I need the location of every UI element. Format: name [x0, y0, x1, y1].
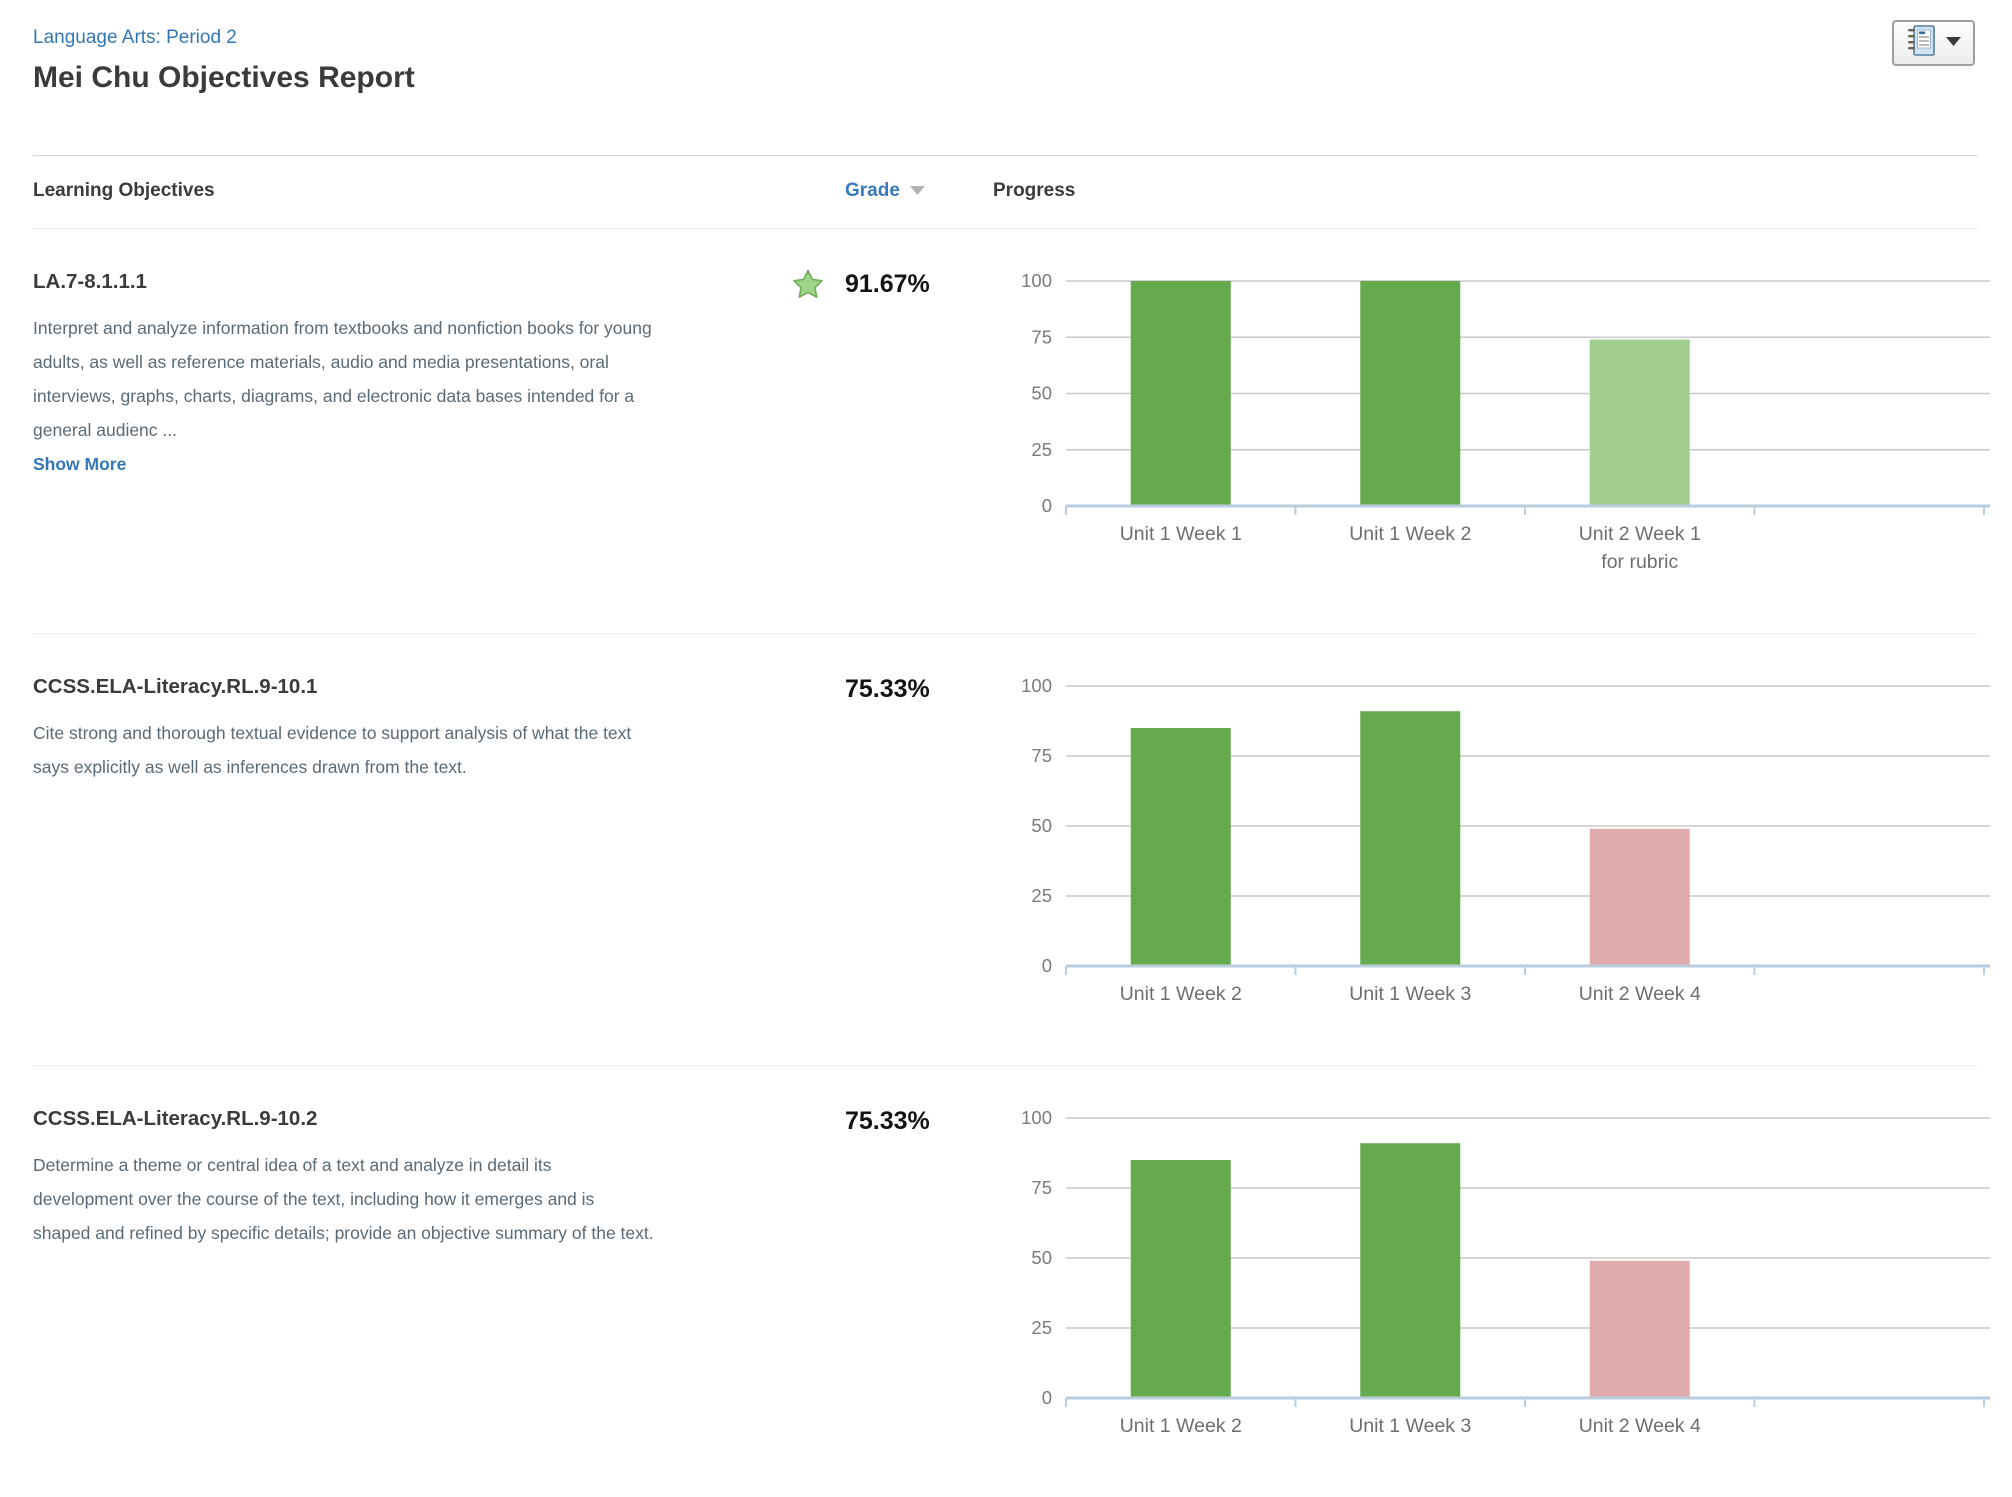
svg-text:Unit 1 Week 2: Unit 1 Week 2	[1349, 523, 1471, 545]
objective-description: Interpret and analyze information from t…	[33, 318, 652, 440]
grade-value: 75.33%	[845, 1106, 930, 1135]
svg-text:75: 75	[1031, 326, 1052, 347]
objective-row: CCSS.ELA-Literacy.RL.9-10.1 Cite strong …	[33, 634, 1990, 1066]
table-header-row: Learning Objectives Grade Progress	[33, 155, 1978, 229]
svg-text:25: 25	[1031, 885, 1052, 906]
svg-text:50: 50	[1031, 383, 1052, 404]
objective-code: CCSS.ELA-Literacy.RL.9-10.2	[33, 1107, 318, 1130]
objective-description: Determine a theme or central idea of a t…	[33, 1155, 654, 1243]
svg-text:100: 100	[1021, 270, 1052, 291]
svg-text:0: 0	[1042, 495, 1052, 516]
objective-info: LA.7-8.1.1.1 Interpret and analyze infor…	[33, 269, 793, 583]
show-more-link[interactable]: Show More	[33, 454, 127, 474]
svg-text:Unit 2 Week 1: Unit 2 Week 1	[1579, 523, 1701, 545]
column-header-grade-sort[interactable]: Grade	[793, 180, 993, 202]
svg-text:Unit 1 Week 2: Unit 1 Week 2	[1120, 983, 1242, 1005]
objective-description: Cite strong and thorough textual evidenc…	[33, 723, 632, 777]
gradebook-notebook-icon	[1907, 24, 1935, 63]
sort-caret-down-icon	[909, 180, 925, 202]
grade-cell: 91.67%	[793, 269, 993, 299]
objectives-table: Learning Objectives Grade Progress LA.7-…	[33, 155, 1990, 1497]
svg-text:for rubric: for rubric	[1601, 551, 1678, 573]
svg-text:50: 50	[1031, 1247, 1052, 1268]
mastery-star-icon	[793, 269, 823, 299]
objective-info: CCSS.ELA-Literacy.RL.9-10.2 Determine a …	[33, 1106, 793, 1447]
page-title: Mei Chu Objectives Report	[33, 61, 415, 94]
svg-text:0: 0	[1042, 1387, 1052, 1408]
svg-text:100: 100	[1021, 675, 1052, 696]
svg-text:Unit 1 Week 3: Unit 1 Week 3	[1349, 1415, 1471, 1437]
objective-row: LA.7-8.1.1.1 Interpret and analyze infor…	[33, 229, 1990, 634]
objective-code: CCSS.ELA-Literacy.RL.9-10.1	[33, 675, 318, 698]
caret-down-icon	[1945, 34, 1961, 52]
svg-text:25: 25	[1031, 1317, 1052, 1338]
svg-text:Unit 2 Week 4: Unit 2 Week 4	[1579, 1415, 1701, 1437]
objective-info: CCSS.ELA-Literacy.RL.9-10.1 Cite strong …	[33, 674, 793, 1015]
svg-text:Unit 1 Week 1: Unit 1 Week 1	[1120, 523, 1242, 545]
grade-value: 91.67%	[845, 269, 930, 298]
column-header-progress: Progress	[993, 180, 1076, 201]
objective-code: LA.7-8.1.1.1	[33, 270, 147, 293]
svg-text:25: 25	[1031, 439, 1052, 460]
svg-text:100: 100	[1021, 1107, 1052, 1128]
svg-text:Unit 1 Week 2: Unit 1 Week 2	[1120, 1415, 1242, 1437]
gradebook-dropdown-button[interactable]	[1892, 20, 1975, 66]
svg-text:75: 75	[1031, 745, 1052, 766]
grade-value: 75.33%	[845, 674, 930, 703]
progress-bar-chart: 0 25 50 75 100 Unit 1 Week 2 Unit 1 Week 3 Unit…	[993, 1106, 1990, 1447]
svg-text:Unit 2 Week 4: Unit 2 Week 4	[1579, 983, 1701, 1005]
breadcrumb-course-link[interactable]: Language Arts: Period 2	[33, 27, 237, 48]
svg-text:Unit 1 Week 3: Unit 1 Week 3	[1349, 983, 1471, 1005]
grade-header-label: Grade	[845, 180, 900, 201]
svg-text:75: 75	[1031, 1177, 1052, 1198]
grade-cell: 75.33%	[793, 674, 993, 704]
svg-text:0: 0	[1042, 955, 1052, 976]
grade-cell: 75.33%	[793, 1106, 993, 1136]
svg-text:50: 50	[1031, 815, 1052, 836]
progress-bar-chart: 0 25 50 75 100 Unit 1 Week 2 Unit 1 Week 3 Unit…	[993, 674, 1990, 1015]
progress-bar-chart: 0 25 50 75 100 Unit 1 Week 1 Unit 1 Week 2 Unit…	[993, 269, 1990, 583]
objective-row: CCSS.ELA-Literacy.RL.9-10.2 Determine a …	[33, 1066, 1990, 1497]
column-header-learning-objectives: Learning Objectives	[33, 180, 215, 201]
